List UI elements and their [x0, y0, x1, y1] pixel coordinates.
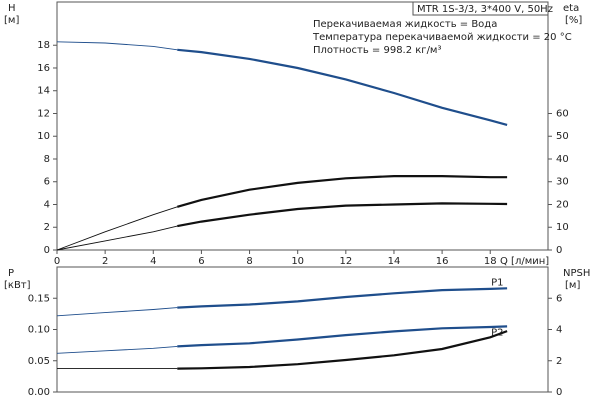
y2-axis-label: eta: [563, 3, 579, 14]
curve: [177, 330, 508, 370]
curve: [56, 345, 178, 354]
y2-axis-unit: [%]: [565, 15, 582, 26]
model-box: [412, 1, 549, 16]
y-axis-unit: [кВт]: [4, 280, 31, 291]
x-tick-label: 10: [291, 256, 304, 267]
y2-axis-label: NPSH: [563, 268, 590, 279]
x-tick-label: 18: [484, 256, 497, 267]
x-tick-label: 6: [198, 256, 204, 267]
x-tick-label: 4: [150, 256, 156, 267]
y2-tick-label: 2: [556, 356, 562, 367]
y-tick-label: 14: [37, 86, 50, 97]
series-label: P1: [491, 277, 503, 288]
x-tick-label: 14: [388, 256, 401, 267]
series-label: P2: [491, 327, 503, 338]
x-tick-label: 16: [436, 256, 449, 267]
annotation: Плотность = 998.2 кг/м³: [313, 45, 442, 56]
y-tick-label: 18: [37, 40, 50, 51]
curve: [177, 202, 508, 228]
curve: [56, 206, 178, 251]
curve: [177, 48, 508, 126]
y-tick-label: 0: [44, 245, 50, 256]
y-axis-label: P: [8, 268, 14, 279]
curve: [176, 175, 508, 208]
annotation: Температура перекачиваемой жидкости = 20…: [312, 32, 572, 43]
y2-tick-label: 20: [556, 199, 569, 210]
y2-tick-label: 30: [556, 177, 569, 188]
annotation: Перекачиваемая жидкость = Вода: [313, 19, 497, 30]
y-tick-label: 12: [37, 108, 50, 119]
curve: [56, 225, 178, 251]
y2-tick-label: 40: [556, 154, 569, 165]
x-axis-label: Q [л/мин]: [500, 256, 549, 267]
y-tick-label: 2: [44, 222, 50, 233]
y2-tick-label: 0: [556, 387, 562, 398]
y2-tick-label: 50: [556, 131, 569, 142]
model-label: MTR 1S-3/3, 3*400 V, 50Hz: [417, 4, 553, 15]
y2-tick-label: 60: [556, 108, 569, 119]
y2-axis-unit: [м]: [565, 280, 580, 291]
y-tick-label: 16: [37, 63, 50, 74]
y-tick-label: 8: [44, 154, 50, 165]
curve: [56, 307, 178, 317]
y-axis-unit: [м]: [4, 15, 19, 26]
curve: [56, 41, 178, 51]
x-tick-label: 2: [102, 256, 108, 267]
y2-tick-label: 4: [556, 325, 562, 336]
x-tick-label: 8: [246, 256, 252, 267]
x-tick-label: 0: [54, 256, 60, 267]
y2-tick-label: 0: [556, 245, 562, 256]
y-tick-label: 0.15: [28, 293, 50, 304]
y-tick-label: 10: [37, 131, 50, 142]
y2-tick-label: 10: [556, 222, 569, 233]
y-tick-label: 6: [44, 177, 50, 188]
y2-tick-label: 6: [556, 293, 562, 304]
curve: [177, 287, 508, 309]
plot-frame: [56, 266, 549, 393]
x-tick-label: 12: [339, 256, 352, 267]
curve: [177, 325, 508, 348]
y-tick-label: 0.10: [28, 325, 50, 336]
y-tick-label: 0.05: [28, 356, 50, 367]
y-tick-label: 0.00: [28, 387, 50, 398]
y-axis-label: H: [8, 3, 16, 14]
y-tick-label: 4: [44, 199, 50, 210]
plot-frame: [56, 1, 549, 251]
